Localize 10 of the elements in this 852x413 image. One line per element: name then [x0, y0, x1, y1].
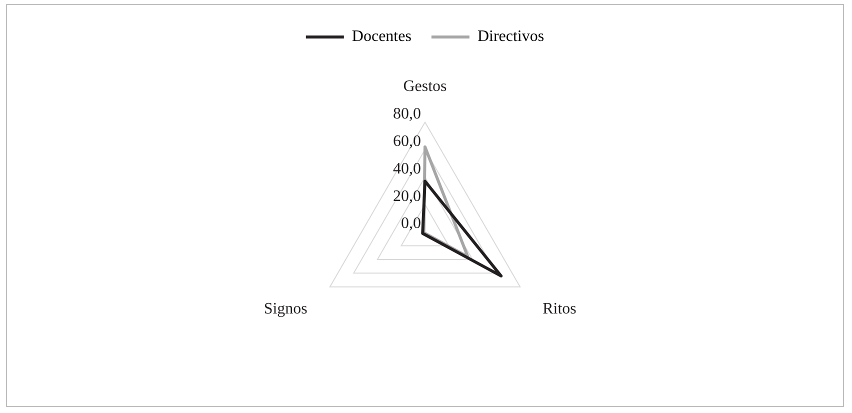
spoke-label: Gestos — [403, 78, 447, 95]
spoke-label: Ritos — [542, 300, 576, 318]
legend-label: Docentes — [352, 28, 412, 46]
legend-label: Directivos — [477, 28, 544, 46]
y-tick-label: 80,0 — [393, 105, 421, 122]
spoke-label: Signos — [264, 300, 308, 318]
y-tick-label: 0,0 — [401, 215, 421, 232]
y-tick-label: 60,0 — [393, 132, 421, 150]
y-tick-label: 20,0 — [393, 188, 421, 205]
y-tick-label: 40,0 — [393, 160, 421, 178]
